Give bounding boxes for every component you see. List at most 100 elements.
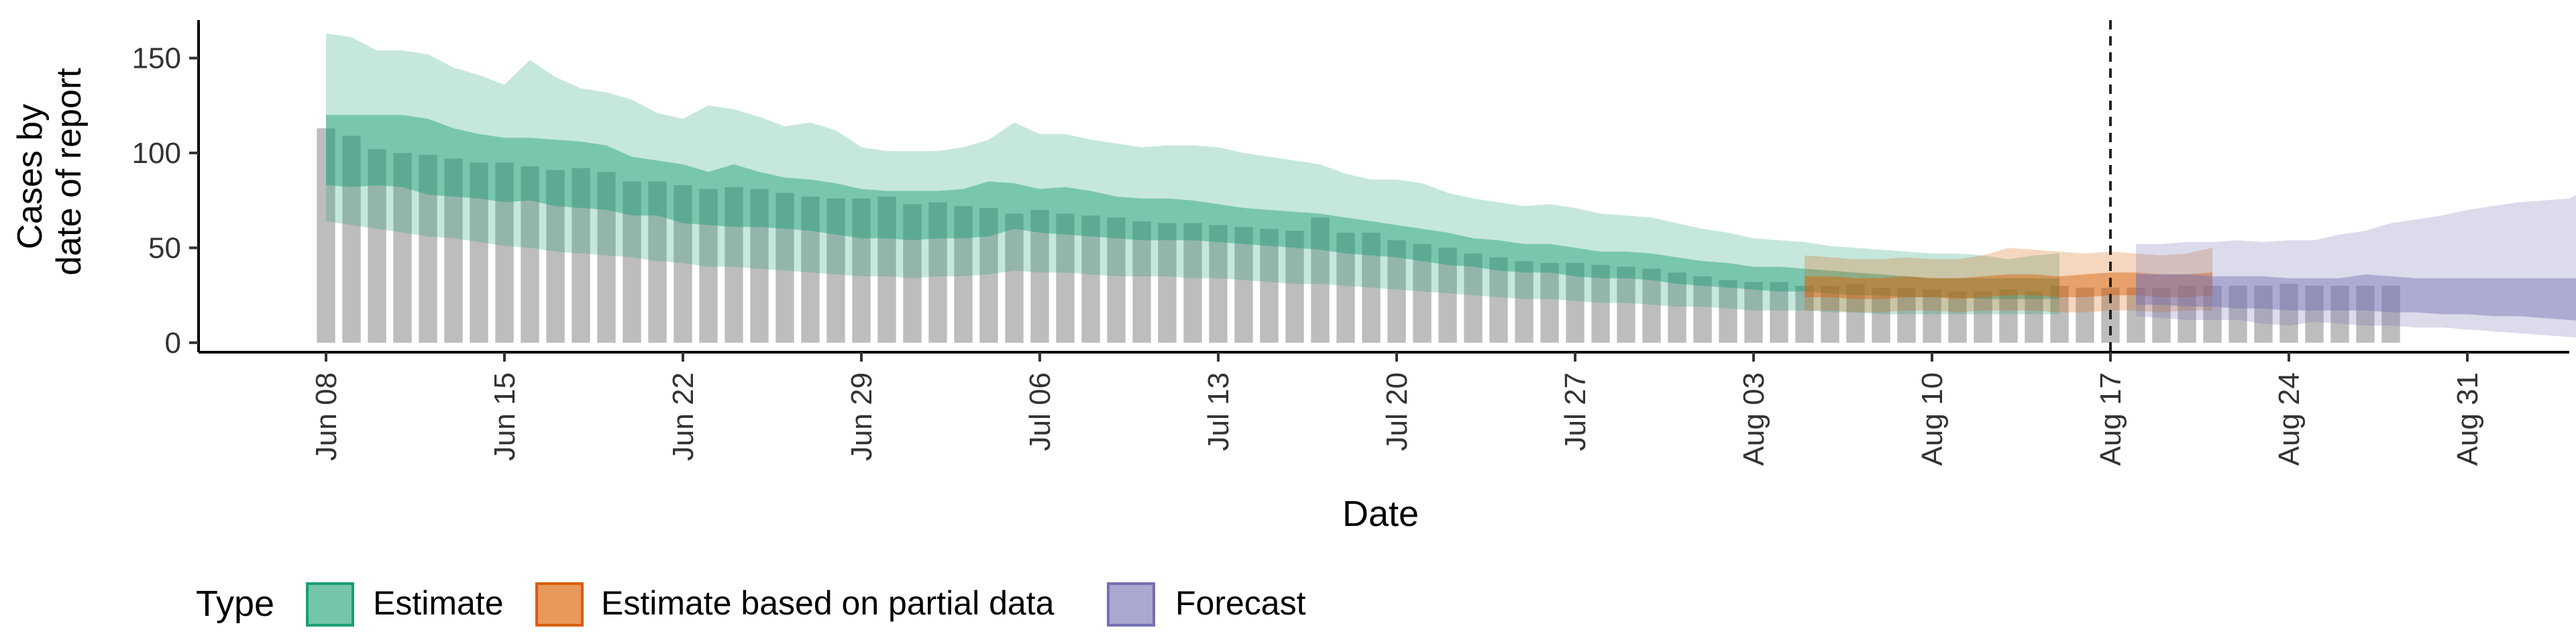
- case-bar: [2050, 286, 2069, 343]
- case-bar: [2330, 286, 2349, 343]
- legend-item-partial: Estimate based on partial data: [535, 582, 1055, 627]
- x-tick-label: Aug 17: [2094, 372, 2127, 466]
- x-tick-label: Jun 15: [488, 372, 521, 461]
- estimate-ribbons: [326, 33, 2576, 338]
- legend-item-estimate: Estimate: [306, 582, 504, 627]
- legend-label-estimate: Estimate: [373, 584, 504, 622]
- case-bar: [648, 181, 667, 343]
- case-bar: [1795, 286, 1814, 343]
- case-bar: [1872, 287, 1890, 343]
- case-bar: [1311, 217, 1330, 343]
- case-bar: [1668, 272, 1686, 343]
- case-bar: [1744, 282, 1763, 343]
- case-bar: [1183, 223, 1202, 343]
- case-bar: [597, 172, 616, 343]
- case-bar: [674, 185, 692, 343]
- y-tick-label: 150: [132, 42, 181, 75]
- legend-key-partial: [535, 582, 584, 627]
- y-axis-ticks: 0 50 100 150: [132, 42, 199, 360]
- case-bar: [546, 170, 565, 343]
- case-bar: [2254, 286, 2273, 343]
- legend-title: Type: [196, 584, 274, 624]
- legend-key-estimate: [306, 582, 354, 627]
- reported-cases-bars: [317, 128, 2400, 343]
- case-bar: [775, 193, 794, 343]
- case-bar: [1030, 209, 1049, 343]
- case-bar: [2279, 284, 2298, 343]
- x-tick-label: Aug 24: [2273, 372, 2306, 466]
- case-bar: [1693, 276, 1712, 343]
- x-axis-ticks: Jun 08 Jun 15 Jun 22 Jun 29 Jul 06 Jul 13 Jul …: [310, 352, 2484, 466]
- ribbon-outer-0: [326, 33, 2059, 315]
- legend-label-forecast: Forecast: [1175, 584, 1306, 622]
- case-bar: [1285, 230, 1304, 343]
- x-tick-label: Jul 20: [1381, 372, 1413, 451]
- case-bar: [1056, 213, 1075, 343]
- x-tick-label: Jul 27: [1559, 372, 1592, 451]
- case-bar: [1464, 253, 1483, 343]
- case-bar: [1438, 248, 1457, 343]
- case-bar: [1923, 289, 1941, 343]
- case-bar: [1617, 266, 1635, 343]
- x-axis-label: Date: [1342, 494, 1419, 534]
- case-bar: [444, 158, 463, 343]
- case-bar: [1846, 284, 1865, 343]
- case-bar: [2356, 286, 2375, 343]
- case-bar: [826, 198, 845, 343]
- ribbon-outer-2: [2136, 195, 2576, 338]
- case-bar: [750, 189, 769, 343]
- case-bar: [495, 162, 514, 343]
- case-bar: [877, 197, 896, 343]
- y-tick-label: 100: [132, 137, 181, 170]
- case-bar: [1387, 240, 1406, 343]
- case-bar: [1005, 213, 1024, 343]
- x-tick-label: Jun 08: [310, 372, 343, 461]
- case-bar: [317, 128, 335, 343]
- y-axis-label: Cases by date of report: [11, 68, 89, 276]
- case-bar: [852, 198, 871, 343]
- case-bar: [1974, 291, 1992, 343]
- x-tick-label: Jul 13: [1202, 372, 1235, 451]
- case-bar: [1489, 257, 1508, 343]
- case-bar: [1132, 221, 1151, 343]
- legend: Type Estimate Estimate based on partial …: [196, 582, 1306, 627]
- axes: [197, 20, 2569, 354]
- ribbon-inner-2: [2136, 274, 2576, 321]
- x-tick-label: Aug 10: [1916, 372, 1949, 466]
- ribbon-inner-0: [326, 115, 2059, 299]
- case-bar: [1413, 244, 1432, 343]
- case-bar: [1107, 217, 1126, 343]
- x-tick-label: Jul 06: [1024, 372, 1057, 451]
- x-tick-label: Jun 29: [845, 372, 878, 461]
- case-bar: [2381, 286, 2400, 343]
- case-bar: [1081, 215, 1100, 343]
- case-bar: [1591, 264, 1610, 343]
- case-bar: [1566, 263, 1585, 343]
- case-bar: [521, 166, 539, 343]
- case-bar: [470, 162, 488, 343]
- case-bar: [1209, 225, 1228, 343]
- case-bar: [699, 189, 718, 343]
- x-tick-label: Jun 22: [667, 372, 700, 461]
- x-tick-label: Aug 03: [1737, 372, 1770, 466]
- case-bar: [572, 168, 590, 343]
- case-bar: [1948, 291, 1967, 343]
- case-bar: [2178, 286, 2196, 343]
- case-bar: [1770, 282, 1788, 343]
- case-bar: [2152, 287, 2171, 343]
- legend-label-partial: Estimate based on partial data: [601, 584, 1055, 622]
- case-bar: [1234, 227, 1253, 343]
- case-bar: [1821, 286, 1839, 343]
- case-bar: [1515, 261, 1534, 343]
- y-tick-label: 50: [148, 231, 181, 264]
- case-bar: [1336, 232, 1355, 343]
- case-bar: [2025, 291, 2043, 343]
- case-bar: [1260, 229, 1279, 343]
- case-bar: [1540, 263, 1559, 343]
- legend-item-forecast: Forecast: [1107, 582, 1306, 627]
- case-bar: [724, 186, 743, 343]
- case-bar: [1158, 223, 1177, 343]
- case-bar: [1642, 268, 1661, 343]
- case-bar: [2076, 287, 2094, 343]
